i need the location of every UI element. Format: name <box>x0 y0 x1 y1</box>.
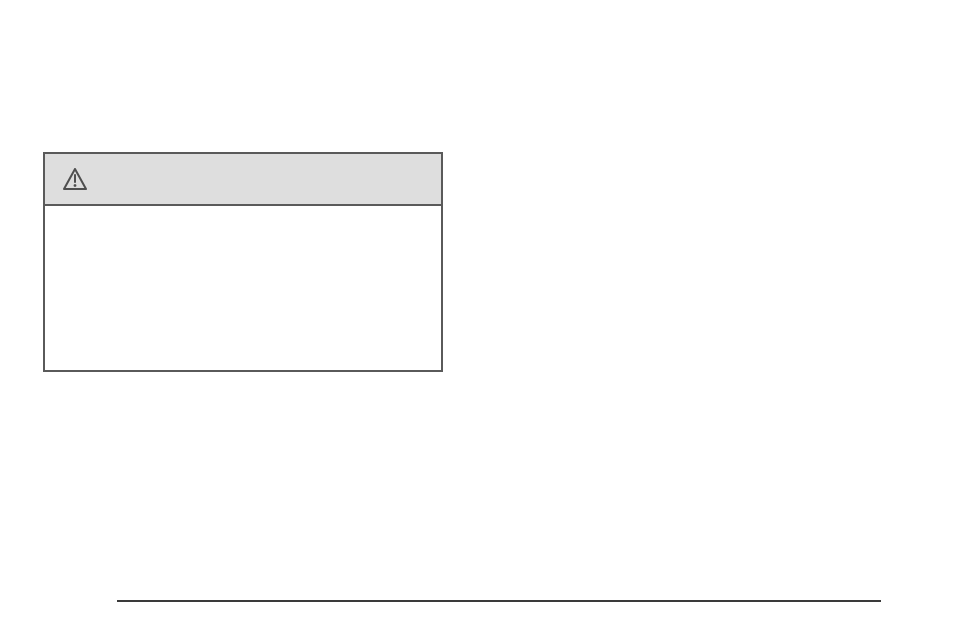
page <box>0 0 954 636</box>
warning-icon <box>63 168 87 190</box>
caution-callout <box>43 152 443 372</box>
callout-header <box>43 152 443 206</box>
footer-rule <box>117 600 881 602</box>
callout-body <box>43 206 443 372</box>
